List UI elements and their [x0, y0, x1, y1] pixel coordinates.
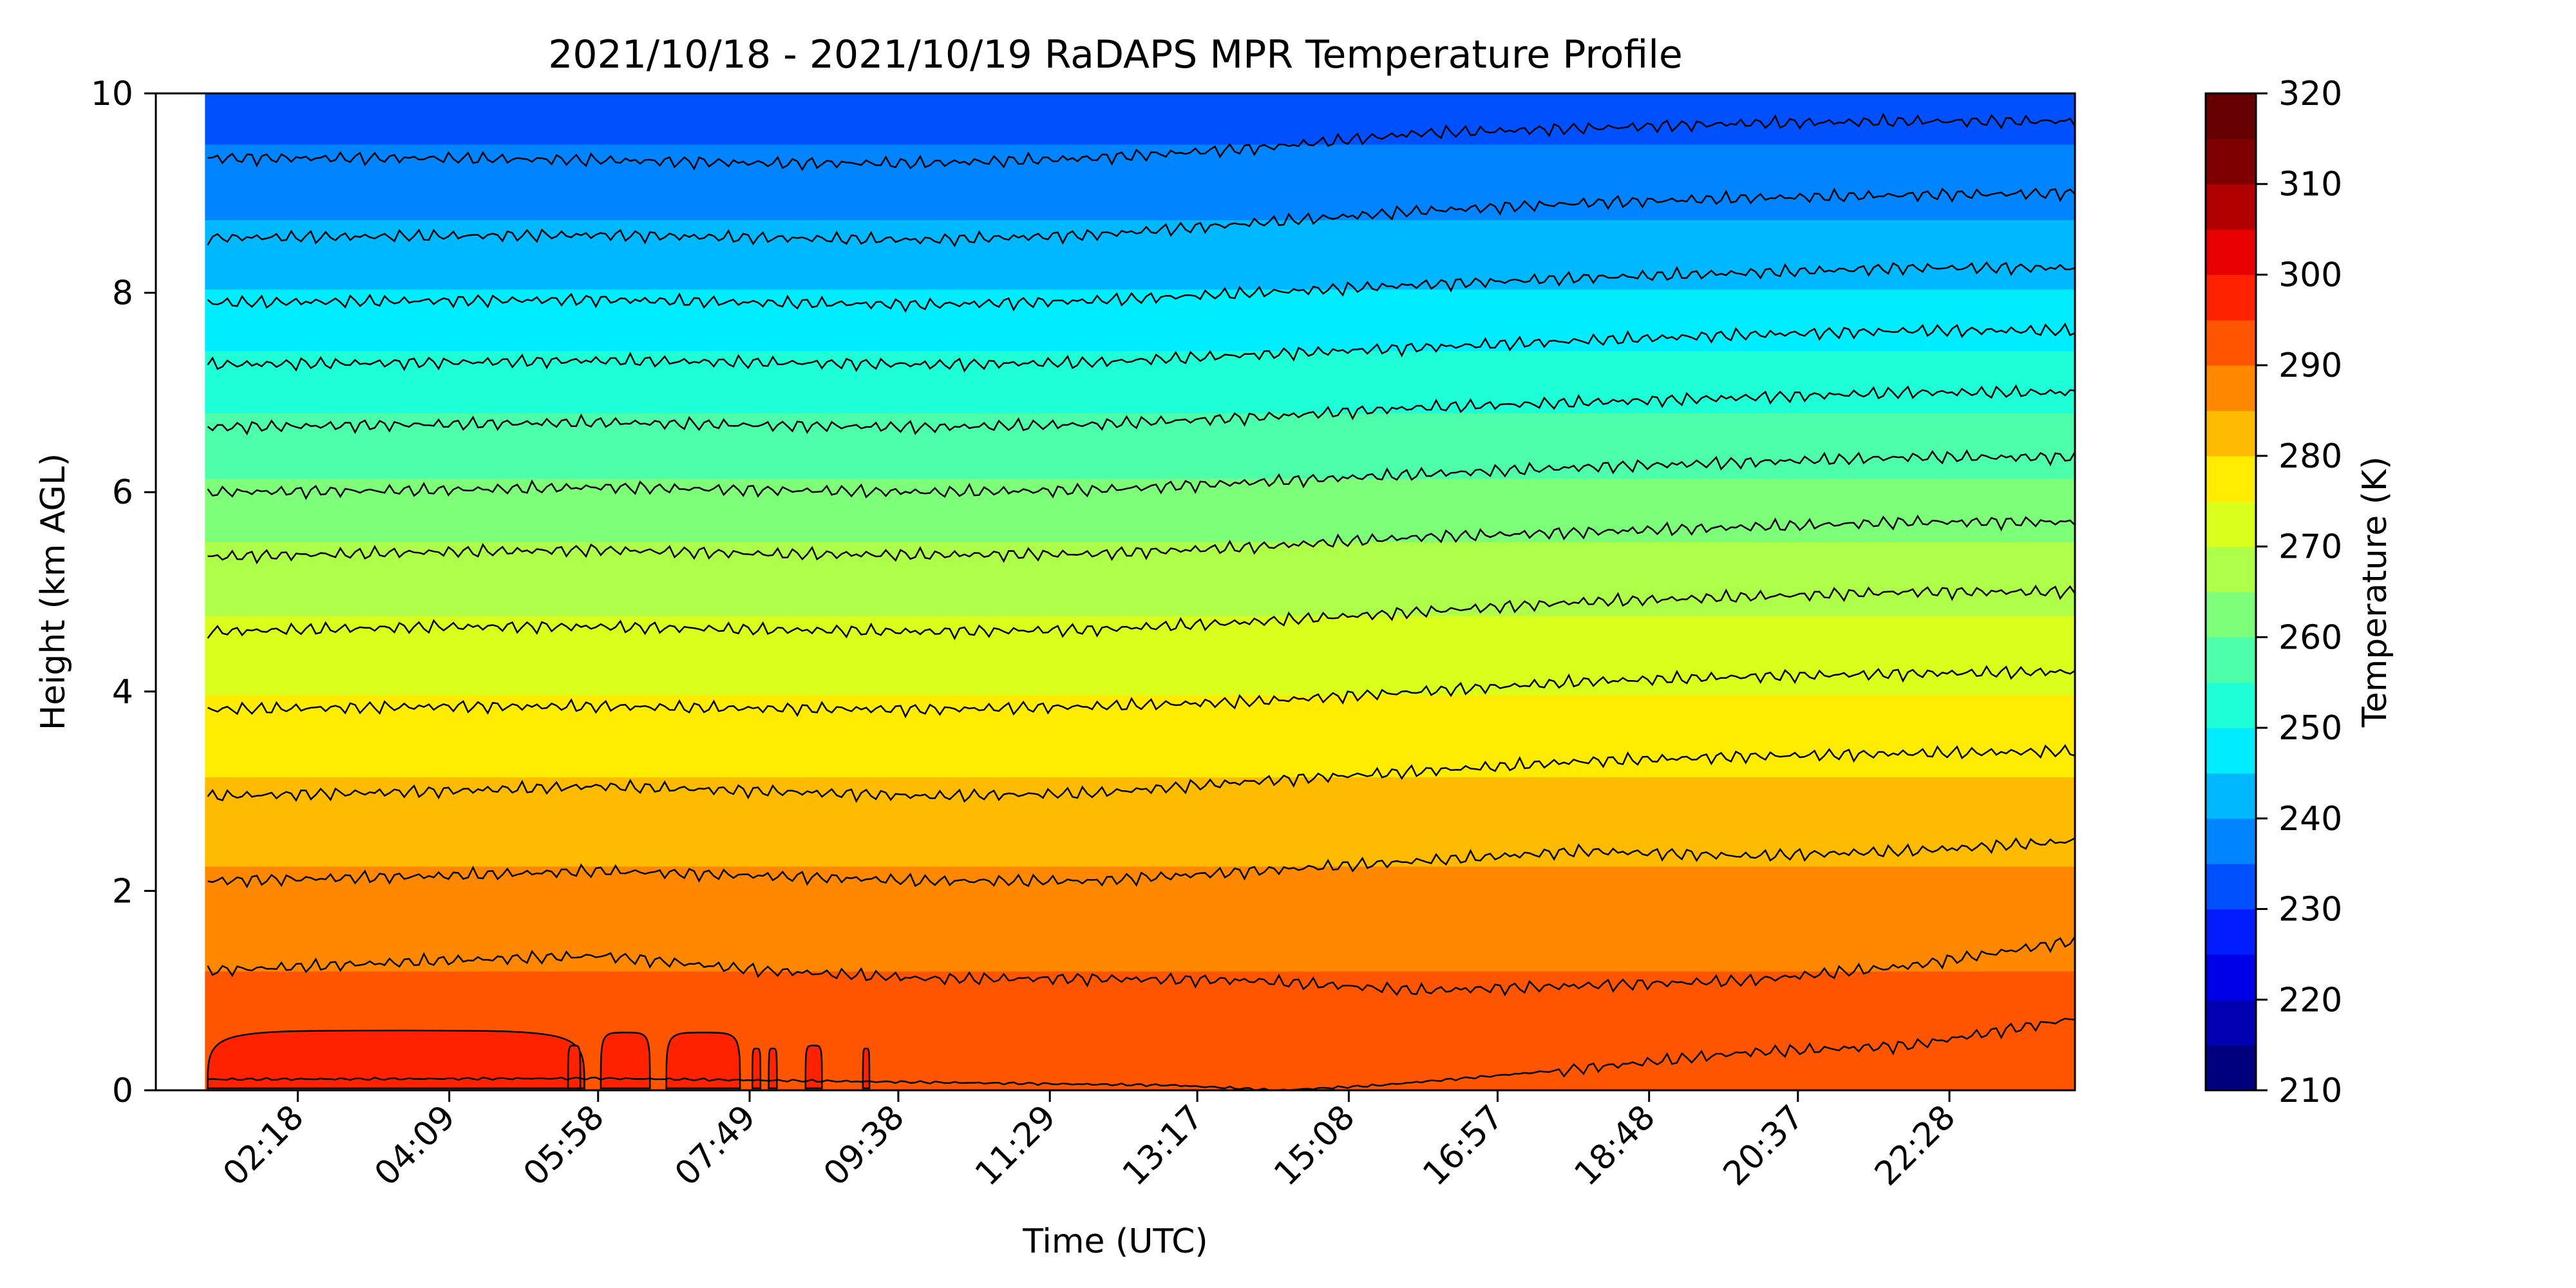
y-tick-label: 0 [112, 1072, 133, 1110]
y-tick-label: 4 [112, 673, 133, 712]
colorbar-tick-label: 310 [2278, 166, 2342, 204]
y-tick-label: 6 [112, 473, 133, 512]
colorbar-block [2206, 1045, 2256, 1091]
colorbar-block [2206, 410, 2256, 457]
colorbar-block [2206, 184, 2256, 230]
colorbar-block [2206, 999, 2256, 1046]
isotherm-235 [207, 112, 2075, 171]
x-axis-label: Time (UTC) [1022, 1222, 1208, 1261]
colorbar-block [2206, 274, 2256, 321]
colorbar-tick-label: 320 [2278, 75, 2342, 113]
isotherm-255 [207, 384, 2075, 436]
x-tick-label: 15:08 [1267, 1098, 1362, 1193]
colorbar-block [2206, 637, 2256, 683]
colorbar-block [2206, 818, 2256, 864]
colorbar-block [2206, 592, 2256, 638]
y-tick-label: 10 [91, 75, 133, 113]
colorbar-ticks: 210 220 230 240 250 260 270 280 290 300 310 320 [2256, 75, 2342, 1110]
warm-pocket [862, 1047, 871, 1090]
colorbar-block [2206, 682, 2256, 728]
isotherm-260 [207, 449, 2075, 500]
colorbar-block [2206, 909, 2256, 955]
isotherm-270 [207, 584, 2075, 641]
colorbar-block [2206, 138, 2256, 185]
warm-pocket [768, 1047, 778, 1090]
colorbar-block [2206, 229, 2256, 276]
isotherm-280 [207, 744, 2075, 803]
colorbar-block [2206, 455, 2256, 502]
isotherm-285 [207, 837, 2075, 889]
colorbar-tick-label: 280 [2278, 437, 2342, 476]
y-tick-label: 2 [112, 872, 133, 911]
x-tick-label: 02:18 [216, 1098, 311, 1193]
colorbar-blocks [2206, 93, 2256, 1091]
x-tick-label: 09:38 [817, 1098, 912, 1193]
isotherm-250 [207, 322, 2075, 373]
isotherm-240 [207, 187, 2075, 247]
colorbar-tick-label: 210 [2278, 1072, 2342, 1110]
warm-pocket [665, 1031, 741, 1090]
y-axis: 0 2 4 6 8 10 [91, 75, 156, 1110]
colorbar-frame [2204, 92, 2257, 1092]
x-tick-label: 20:37 [1716, 1098, 1812, 1193]
x-tick-label: 18:48 [1567, 1098, 1663, 1193]
warm-pockets [207, 1029, 871, 1090]
colorbar-tick-label: 260 [2278, 618, 2342, 657]
isotherm-275 [207, 665, 2075, 719]
colorbar-tick-label: 220 [2278, 981, 2342, 1019]
isotherm-245 [207, 261, 2075, 313]
plot-area [155, 92, 2076, 1092]
x-tick-label: 07:49 [668, 1098, 763, 1193]
colorbar-block [2206, 728, 2256, 774]
x-tick-label: 16:57 [1416, 1098, 1511, 1193]
y-axis-label: Height (km AGL) [34, 453, 73, 730]
colorbar-label: Temperature (K) [2356, 457, 2394, 728]
colorbar-block [2206, 501, 2256, 547]
isotherm-290 [207, 936, 2075, 997]
colorbar-block [2206, 864, 2256, 910]
y-tick-label: 8 [112, 274, 133, 313]
warm-pocket [207, 1029, 585, 1090]
colorbar-block [2206, 319, 2256, 366]
colorbar-tick-label: 300 [2278, 256, 2342, 294]
x-tick-label: 22:28 [1868, 1098, 1963, 1193]
x-tick-label: 13:17 [1115, 1098, 1211, 1193]
temperature-field [205, 93, 2075, 1090]
colorbar-tick-label: 270 [2278, 528, 2342, 567]
x-tick-label: 04:09 [367, 1098, 462, 1193]
colorbar-block [2206, 546, 2256, 592]
warm-pocket [567, 1045, 582, 1090]
warm-pocket [804, 1045, 823, 1090]
x-tick-label: 11:29 [968, 1098, 1063, 1193]
chart-title: 2021/10/18 - 2021/10/19 RaDAPS MPR Tempe… [548, 32, 1683, 77]
colorbar-tick-label: 290 [2278, 346, 2342, 385]
warm-pocket [751, 1047, 762, 1090]
colorbar-block [2206, 954, 2256, 1000]
isotherm-lines [207, 112, 2075, 1090]
colorbar-block [2206, 773, 2256, 819]
colorbar-tick-label: 250 [2278, 709, 2342, 748]
colorbar-block [2206, 93, 2256, 139]
x-tick-label: 05:58 [516, 1098, 612, 1193]
warm-pocket [600, 1031, 651, 1090]
colorbar: 210 220 230 240 250 260 270 280 290 300 310 320 Tem… [2204, 75, 2394, 1110]
plot-frame [155, 92, 2076, 1092]
colorbar-tick-label: 230 [2278, 891, 2342, 929]
x-axis: 02:18 04:09 05:58 07:49 09:38 11:29 13:17 15:08… [216, 1090, 1963, 1193]
isotherm-265 [207, 515, 2075, 565]
isotherm-295 [207, 1018, 2075, 1090]
colorbar-block [2206, 365, 2256, 412]
colorbar-tick-label: 240 [2278, 800, 2342, 838]
